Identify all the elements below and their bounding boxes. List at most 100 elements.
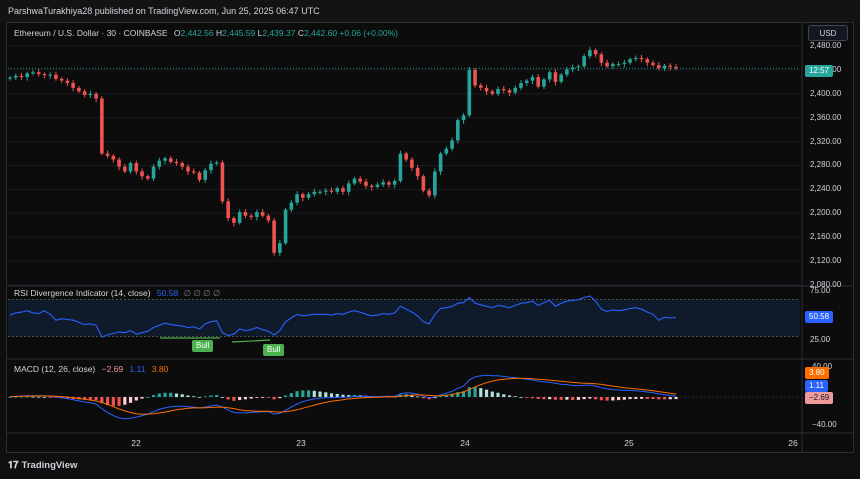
bull-divergence-line bbox=[231, 339, 271, 343]
candle-body bbox=[168, 158, 173, 162]
candle-body bbox=[352, 178, 357, 184]
macd-histogram-bar bbox=[421, 397, 425, 399]
macd-histogram-bar bbox=[576, 397, 580, 400]
macd-histogram-bar bbox=[519, 397, 523, 398]
macd-histogram-bar bbox=[42, 397, 47, 398]
macd-histogram-bar bbox=[599, 397, 603, 401]
price-tick-label: 2,120.00 bbox=[810, 256, 842, 266]
time-axis-label: 26 bbox=[788, 438, 798, 448]
rsi-title: RSI Divergence Indicator (14, close) bbox=[14, 288, 151, 298]
macd-histogram-bar bbox=[123, 397, 127, 405]
macd-histogram-bar bbox=[605, 397, 609, 401]
candle-body bbox=[421, 176, 426, 191]
candle-body bbox=[530, 77, 535, 81]
candle-body bbox=[513, 87, 518, 93]
price-tick-label: 2,160.00 bbox=[810, 232, 842, 242]
macd-histogram-bar bbox=[490, 391, 494, 397]
candle-body bbox=[105, 153, 110, 156]
macd-histogram-bar bbox=[461, 391, 466, 397]
macd-histogram-bar bbox=[83, 397, 87, 400]
price-tick-label: 2,240.00 bbox=[810, 184, 842, 194]
candle-body bbox=[157, 160, 162, 167]
macd-histogram-bar bbox=[19, 396, 24, 398]
macd-histogram-bar bbox=[289, 393, 293, 397]
rsi-lower-label: 25.00 bbox=[810, 335, 831, 344]
macd-histogram-bar bbox=[312, 390, 316, 397]
candle-body bbox=[616, 63, 621, 65]
candle-body bbox=[289, 202, 294, 210]
macd-histogram-bar bbox=[456, 392, 460, 397]
macd-histogram-bar bbox=[496, 392, 500, 397]
candle-body bbox=[346, 183, 351, 192]
candle-body bbox=[369, 185, 374, 187]
open-label: O bbox=[173, 28, 181, 38]
macd-histogram-bar bbox=[484, 389, 489, 397]
candle-body bbox=[82, 91, 87, 95]
candle-body bbox=[255, 212, 259, 217]
candle-body bbox=[323, 190, 328, 192]
macd-axis-top: 40.00 bbox=[812, 362, 832, 371]
macd-histogram-bar bbox=[622, 397, 626, 400]
candle-body bbox=[662, 65, 667, 69]
candle-body bbox=[674, 66, 678, 69]
rsi-badge: 50.58 bbox=[805, 311, 834, 323]
macd-histogram-bar bbox=[197, 397, 202, 398]
price-tick-label: 2,200.00 bbox=[810, 208, 842, 218]
candle-body bbox=[306, 194, 311, 198]
candle-body bbox=[398, 153, 403, 182]
macd-histogram-bar bbox=[668, 397, 672, 400]
candle-body bbox=[593, 50, 598, 55]
candle-body bbox=[266, 215, 271, 221]
macd-histogram-bar bbox=[192, 396, 196, 398]
candle-body bbox=[542, 79, 546, 87]
macd-histogram-bar bbox=[232, 397, 236, 401]
time-axis-label: 24 bbox=[460, 438, 470, 448]
candle-body bbox=[444, 148, 449, 154]
macd-histogram-bar bbox=[611, 397, 615, 401]
candle-body bbox=[536, 77, 541, 87]
macd-line-value: 1.11 bbox=[129, 364, 146, 374]
currency-button[interactable]: USD bbox=[808, 25, 848, 41]
macd-histogram-bar bbox=[662, 397, 667, 400]
symbol-legend: Ethereum / U.S. Dollar · 30 · COINBASE O… bbox=[14, 28, 398, 38]
candle-body bbox=[77, 87, 81, 92]
macd-histogram-bar bbox=[106, 397, 110, 406]
candle-body bbox=[94, 93, 98, 99]
rsi-line bbox=[9, 295, 677, 338]
macd-histogram-bar bbox=[542, 397, 546, 400]
candle-body bbox=[220, 162, 225, 202]
candle-body bbox=[100, 98, 104, 154]
candle-body bbox=[295, 194, 299, 203]
price-tick-label: 2,400.00 bbox=[810, 88, 842, 98]
candle-body bbox=[186, 166, 190, 172]
candle-body bbox=[65, 80, 70, 84]
candle-body bbox=[364, 181, 368, 186]
macd-hist-badge: −2.69 bbox=[805, 392, 834, 404]
macd-histogram-bar bbox=[536, 397, 540, 399]
macd-histogram-bar bbox=[582, 397, 586, 400]
macd-histogram-bar bbox=[48, 397, 52, 398]
macd-histogram-bar bbox=[674, 397, 678, 400]
high-label: H bbox=[216, 28, 223, 38]
candle-body bbox=[140, 171, 144, 177]
candle-body bbox=[599, 54, 604, 63]
macd-histogram-bar bbox=[347, 395, 351, 397]
candle-body bbox=[117, 159, 121, 167]
candle-body bbox=[13, 75, 18, 78]
macd-histogram-bar bbox=[140, 397, 144, 399]
candle-body bbox=[180, 163, 185, 167]
macd-histogram-bar bbox=[100, 397, 104, 404]
macd-histogram-bar bbox=[266, 397, 270, 398]
time-axis-label: 22 bbox=[131, 438, 141, 448]
macd-signal-value: 3.80 bbox=[151, 364, 169, 374]
candle-body bbox=[31, 72, 35, 74]
macd-histogram-bar bbox=[306, 390, 311, 397]
candle-body bbox=[392, 181, 397, 185]
macd-histogram-bar bbox=[169, 392, 173, 397]
macd-histogram-bar bbox=[8, 397, 12, 398]
macd-signal-badge: 3.80 bbox=[805, 367, 829, 379]
price-tick-label: 2,280.00 bbox=[810, 160, 842, 170]
candle-body bbox=[318, 191, 322, 193]
macd-histogram-bar bbox=[186, 395, 190, 397]
